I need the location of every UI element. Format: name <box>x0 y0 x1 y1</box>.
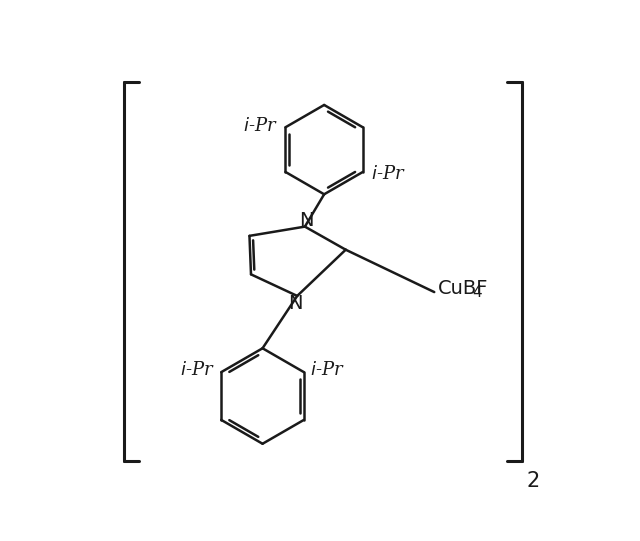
Text: $i$-Pr: $i$-Pr <box>243 117 278 135</box>
Text: CuBF: CuBF <box>438 279 488 298</box>
Text: $i$-Pr: $i$-Pr <box>371 165 405 183</box>
Text: N: N <box>299 211 314 230</box>
Text: $i$-Pr: $i$-Pr <box>180 361 215 379</box>
Text: $i$-Pr: $i$-Pr <box>310 361 345 379</box>
Text: N: N <box>287 294 302 313</box>
Text: 4: 4 <box>472 285 482 300</box>
Text: 2: 2 <box>527 471 540 491</box>
